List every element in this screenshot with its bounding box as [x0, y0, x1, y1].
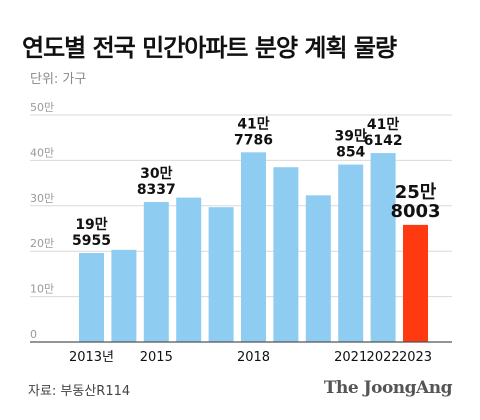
bar [79, 253, 104, 342]
y-tick-label: 30만 [30, 192, 54, 205]
y-tick-label: 40만 [30, 146, 54, 159]
brand-logo: The JoongAng [323, 378, 453, 398]
y-tick-label: 10만 [30, 283, 54, 296]
data-label: 19만 [75, 217, 107, 233]
data-label: 7786 [234, 132, 273, 148]
x-tick-label: 2023 [399, 350, 432, 365]
bar [370, 153, 396, 342]
bar [305, 195, 331, 342]
data-label: 5955 [72, 233, 111, 249]
x-tick-label: 2015 [140, 350, 173, 365]
bar [273, 167, 299, 342]
x-tick-label: 2013년 [69, 350, 114, 365]
data-label: 6142 [364, 133, 403, 149]
y-tick-label: 0 [30, 328, 37, 341]
y-tick-label: 20만 [30, 237, 54, 250]
bar [208, 207, 234, 342]
bar [403, 224, 428, 342]
source-label: 자료: 부동산R114 [28, 384, 131, 399]
data-label: 41만 [237, 116, 269, 132]
y-tick-label: 50만 [30, 101, 54, 114]
x-tick-label: 2018 [237, 350, 270, 365]
data-label: 8337 [137, 182, 176, 198]
x-tick-label: 2021 [334, 350, 367, 365]
unit-label: 단위: 가구 [30, 72, 87, 87]
data-label: 25만 [395, 182, 437, 203]
bar [143, 202, 169, 342]
bar [176, 197, 202, 342]
data-label: 854 [336, 145, 365, 161]
bar [338, 164, 364, 342]
data-label: 39만 [335, 129, 367, 145]
data-label: 8003 [390, 201, 440, 222]
data-label: 41만 [367, 117, 399, 133]
bar [241, 152, 266, 342]
data-label: 30만 [140, 166, 172, 182]
bar [111, 249, 137, 342]
chart-title: 연도별 전국 민간아파트 분양 계획 물량 [22, 34, 397, 62]
x-tick-label: 2022 [367, 350, 400, 365]
